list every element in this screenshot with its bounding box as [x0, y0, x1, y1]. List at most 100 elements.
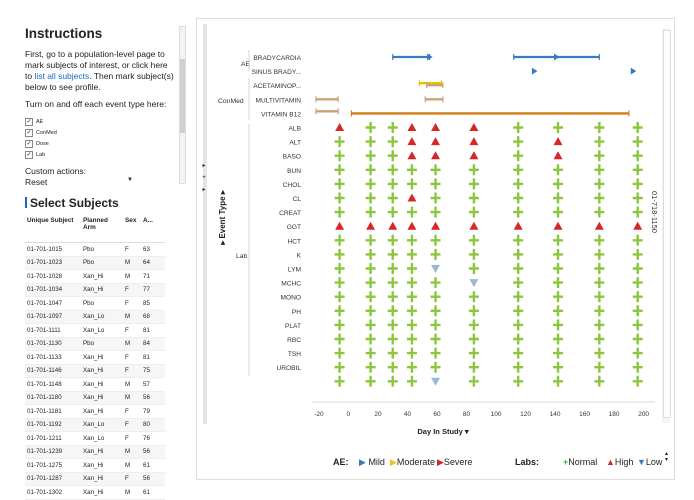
table-row[interactable]: 01-701-1211 Xan_Lo F 76	[25, 431, 165, 446]
table-cell: 61	[141, 458, 165, 473]
legend-scroll-arrows[interactable]: ▴ ▾	[665, 451, 669, 463]
legend-labs-label: Labs:	[515, 457, 539, 467]
column-header[interactable]: Planned Arm	[81, 216, 123, 243]
table-cell: 01-701-1180	[25, 391, 81, 405]
checkbox[interactable]: ✓	[25, 139, 33, 148]
table-cell: 01-701-1130	[25, 337, 81, 351]
table-row[interactable]: 01-701-1239 Xan_Hi M 56	[25, 445, 165, 459]
instructions-scrollbar[interactable]	[179, 26, 186, 184]
checkbox[interactable]: ✓	[25, 128, 33, 137]
table-row[interactable]: 01-701-1287 Xan_Hi F 56	[25, 472, 165, 486]
table-cell: F	[123, 350, 141, 365]
table-row[interactable]: 01-701-1034 Xan_Hi F 77	[25, 283, 165, 297]
legend-ae-title: AE:	[333, 457, 349, 467]
table-cell: M	[123, 337, 141, 351]
table-cell: F	[123, 242, 141, 257]
table-cell: Xan_Hi	[81, 269, 123, 284]
table-cell: F	[123, 323, 141, 338]
left-panel: Instructions First, go to a population-l…	[0, 0, 196, 500]
table-cell: 81	[141, 350, 165, 365]
table-cell: 01-701-1047	[25, 296, 81, 311]
custom-actions-select[interactable]: Reset ▼	[25, 177, 137, 188]
legend-mild[interactable]: ▶ Mild	[359, 457, 385, 468]
table-row[interactable]: 01-701-1015 Pbo F 63	[25, 242, 165, 257]
event-type-axis-title[interactable]: ▸ Event Type ▸	[217, 190, 227, 245]
table-cell: Xan_Hi	[81, 458, 123, 473]
table-row[interactable]: 01-701-1192 Xan_Lo F 80	[25, 418, 165, 432]
legend-mild-label: Mild	[368, 457, 385, 467]
mild-marker-icon: ▶	[359, 457, 366, 467]
table-cell: F	[123, 431, 141, 446]
table-cell: 75	[141, 364, 165, 378]
table-row[interactable]: 01-701-1028 Xan_Hi M 71	[25, 269, 165, 284]
table-cell: 01-701-1034	[25, 283, 81, 297]
table-cell: 01-701-1302	[25, 485, 81, 500]
table-cell: 01-701-1023	[25, 256, 81, 270]
profile-chart-panel	[196, 18, 675, 480]
table-cell: 63	[141, 242, 165, 257]
table-row[interactable]: 01-701-1302 Xan_Hi M 61	[25, 485, 165, 500]
legend-low-label: Low	[645, 457, 663, 467]
table-row[interactable]: 01-701-1133 Xan_Hi F 81	[25, 350, 165, 365]
table-row[interactable]: 01-701-1275 Xan_Hi M 61	[25, 458, 165, 473]
subjects-table-header: Unique Subject Planned Arm Sex A...	[25, 216, 165, 243]
splitter-arrows[interactable]: ▸ + ▸	[202, 163, 206, 193]
legend-normal-label: Normal	[568, 457, 598, 467]
table-cell: 01-701-1148	[25, 377, 81, 392]
heading-accent-bar	[25, 197, 27, 208]
column-header[interactable]: Unique Subject	[25, 216, 81, 243]
column-header[interactable]: A...	[141, 216, 165, 243]
table-row[interactable]: 01-701-1181 Xan_Hi F 79	[25, 404, 165, 419]
table-cell: 57	[141, 377, 165, 392]
event-type-label: Event Type	[217, 196, 227, 239]
scrollbar-thumb[interactable]	[180, 59, 185, 133]
event-type-toggle-dose[interactable]: ✓ Dose	[25, 138, 177, 149]
table-row[interactable]: 01-701-1146 Xan_Hi F 75	[25, 364, 165, 378]
legend-moderate[interactable]: ▶Moderate	[390, 457, 435, 468]
table-cell: F	[123, 472, 141, 486]
table-cell: 64	[141, 256, 165, 270]
checkbox[interactable]: ✓	[25, 150, 33, 159]
event-type-checkbox-list: ✓ AE ✓ ConMed ✓ Dose ✓ Lab	[25, 116, 177, 160]
legend-low[interactable]: ▼Low	[637, 457, 662, 467]
checkbox-label: Lab	[36, 151, 46, 158]
table-cell: F	[123, 418, 141, 432]
table-cell: 84	[141, 337, 165, 351]
table-row[interactable]: 01-701-1130 Pbo M 84	[25, 337, 165, 351]
legend-ae-label: AE:	[333, 457, 349, 467]
legend-high-label: High	[614, 457, 634, 467]
legend-severe-label: Severe	[443, 457, 473, 467]
table-cell: M	[123, 377, 141, 392]
table-row[interactable]: 01-701-1111 Xan_Lo F 81	[25, 323, 165, 338]
table-cell: 01-701-1028	[25, 269, 81, 284]
table-cell: 01-701-1239	[25, 445, 81, 459]
legend-high[interactable]: ▲High	[606, 457, 633, 467]
table-row[interactable]: 01-701-1148 Xan_Hi M 57	[25, 377, 165, 392]
legend-normal[interactable]: +Normal	[563, 457, 597, 467]
table-cell: 56	[141, 472, 165, 486]
table-cell: Xan_Hi	[81, 350, 123, 365]
table-cell: 68	[141, 310, 165, 324]
table-cell: 01-701-1211	[25, 431, 81, 446]
table-cell: 56	[141, 391, 165, 405]
table-row[interactable]: 01-701-1047 Pbo F 85	[25, 296, 165, 311]
column-header[interactable]: Sex	[123, 216, 141, 243]
chart-scrollbar[interactable]	[662, 28, 671, 423]
event-type-toggle-ae[interactable]: ✓ AE	[25, 116, 177, 127]
panel-splitter[interactable]	[203, 24, 207, 424]
table-row[interactable]: 01-701-1097 Xan_Lo M 68	[25, 310, 165, 324]
legend-severe[interactable]: ▶Severe	[437, 457, 472, 468]
table-cell: Pbo	[81, 296, 123, 311]
table-cell: M	[123, 256, 141, 270]
custom-actions-label: Custom actions:	[25, 166, 86, 176]
table-cell: M	[123, 445, 141, 459]
table-row[interactable]: 01-701-1180 Xan_Hi M 56	[25, 391, 165, 405]
list-all-subjects-link[interactable]: list all subjects	[34, 71, 90, 81]
event-type-toggle-conmed[interactable]: ✓ ConMed	[25, 127, 177, 138]
table-row[interactable]: 01-701-1023 Pbo M 64	[25, 256, 165, 270]
chart-scrollbar-thumb[interactable]	[663, 30, 671, 418]
table-cell: Xan_Hi	[81, 404, 123, 419]
event-type-toggle-lab[interactable]: ✓ Lab	[25, 149, 177, 160]
table-cell: Xan_Hi	[81, 391, 123, 405]
checkbox[interactable]: ✓	[25, 117, 33, 126]
